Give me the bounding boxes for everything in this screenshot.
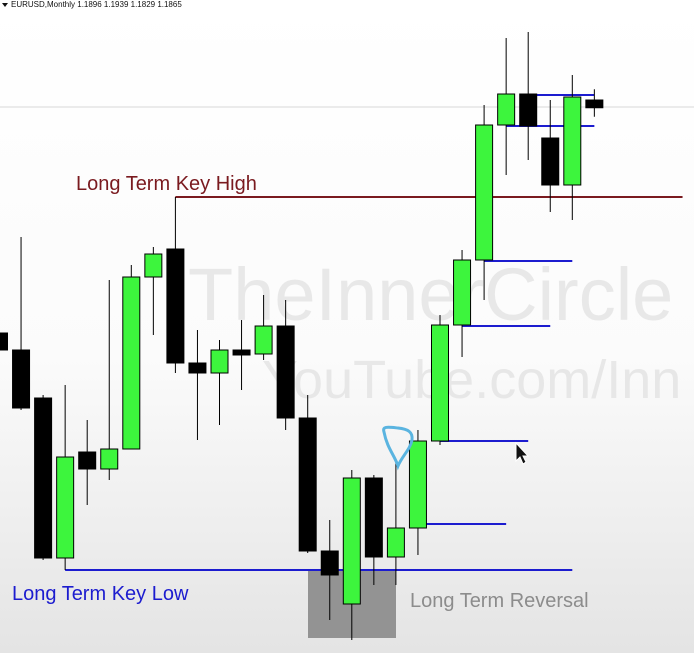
candle-body	[166, 248, 185, 364]
candle-body	[519, 93, 538, 127]
candle-body	[320, 550, 339, 576]
candle-body	[254, 325, 273, 355]
key-low-label: Long Term Key Low	[12, 583, 189, 605]
watermark: TheInnerCircle	[188, 253, 673, 336]
marks	[0, 32, 683, 640]
watermark: YouTube.com/Inn	[262, 350, 681, 410]
candle-body	[475, 124, 494, 261]
candle-body	[12, 349, 31, 409]
cursor	[515, 441, 530, 465]
header: EURUSD,Monthly 1.1896 1.1939 1.1829 1.18…	[11, 0, 182, 9]
hand-drawn-mark	[382, 425, 414, 471]
candle-body	[563, 96, 582, 186]
candle-body	[122, 276, 141, 450]
menu-arrow[interactable]	[2, 3, 8, 7]
candle-body	[56, 456, 75, 559]
candle-body	[100, 448, 119, 470]
candle-body	[34, 397, 53, 559]
candle-body	[298, 417, 317, 552]
candle-body	[232, 349, 251, 356]
candle-body	[144, 253, 163, 278]
reversal-label: Long Term Reversal	[410, 590, 589, 612]
candle-body	[78, 451, 97, 470]
candle-body	[453, 259, 472, 326]
candle-body	[408, 440, 427, 529]
candle-body	[210, 349, 229, 374]
candle-body	[585, 99, 604, 109]
candle-body	[364, 477, 383, 558]
candle-body	[188, 362, 207, 374]
candle-body	[541, 137, 560, 186]
candle-body	[497, 93, 516, 126]
candle-body	[386, 527, 405, 558]
candle-body	[342, 477, 361, 605]
key-high-label: Long Term Key High	[76, 173, 257, 195]
candle-body	[0, 332, 8, 351]
candle-body	[431, 324, 449, 442]
candle-body	[276, 325, 295, 419]
